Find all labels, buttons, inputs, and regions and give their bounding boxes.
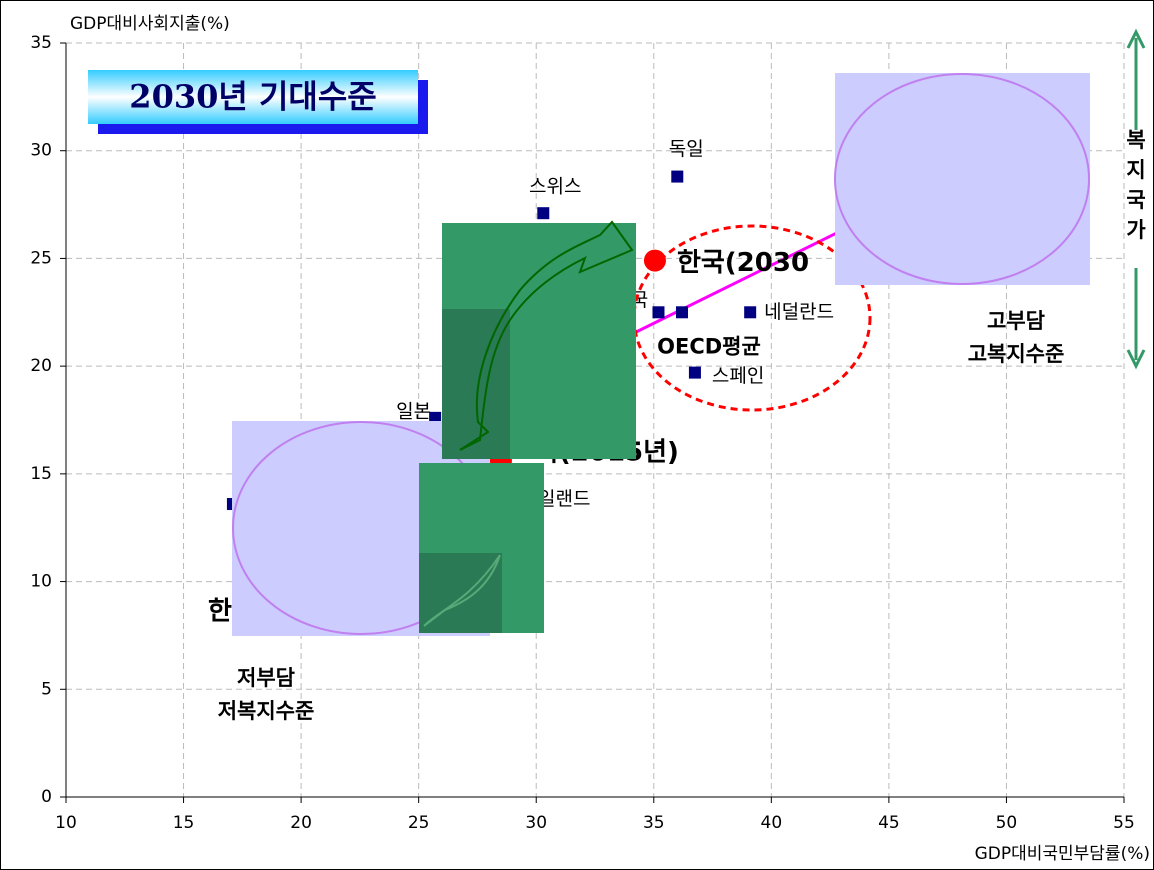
overlays: [232, 73, 1090, 636]
point-label: 일본: [396, 400, 431, 422]
point: [675, 306, 688, 319]
title: 2030년 기대수준: [129, 78, 376, 116]
point-label: 일랜드: [538, 488, 590, 510]
side-label: 가: [1126, 218, 1146, 242]
point: [671, 170, 684, 183]
overlay-box: [835, 73, 1090, 285]
x-tick-label: 30: [525, 813, 547, 833]
annotation: 고복지수준: [968, 342, 1065, 366]
point-label: 독일: [669, 138, 704, 160]
y-tick-label: 20: [30, 356, 52, 376]
y-tick-label: 25: [30, 248, 52, 268]
arrow-head: [1126, 349, 1146, 370]
overlay-arrow: [459, 220, 634, 451]
title-box: [88, 70, 418, 124]
point: [643, 249, 666, 272]
arrow-head: [1126, 28, 1146, 49]
x-tick-label: 10: [55, 813, 77, 833]
overlay-arrow: [423, 554, 501, 627]
x-tick-label: 45: [878, 813, 900, 833]
side-label: 지: [1126, 158, 1145, 182]
annotation: 저복지수준: [218, 699, 315, 723]
side-label: 복: [1126, 128, 1145, 152]
trend-line: [599, 229, 843, 352]
point: [429, 411, 442, 424]
x-tick-label: 40: [761, 813, 783, 833]
x-axis-label: GDP대비국민부담률(%): [975, 844, 1150, 864]
side-label: 국: [1126, 188, 1145, 212]
annotation: 한: [208, 597, 232, 627]
point: [744, 306, 757, 319]
side-indicator: 복 지 국 가: [1126, 28, 1146, 370]
x-tick-label: 25: [408, 813, 430, 833]
y-tick-label: 5: [41, 679, 52, 699]
plot: 10 15 20 25 30 35 40 45 50 55 0 5 10 15 20 25 30 35 독일스위스네…: [30, 33, 1134, 833]
overlay-ellipse: [834, 73, 1090, 285]
point-label: 스위스: [529, 176, 581, 198]
point-label: OECD평균: [657, 334, 761, 358]
point-label: 네덜란드: [764, 301, 834, 323]
x-tick-label: 35: [643, 813, 665, 833]
x-tick-label: 20: [290, 813, 312, 833]
x-tick-label: 55: [1113, 813, 1135, 833]
annotation: 저부담: [237, 666, 295, 690]
point: [652, 306, 665, 319]
x-tick-label: 50: [996, 813, 1018, 833]
annotation: 고부담: [987, 309, 1045, 333]
overlay-box: [442, 309, 510, 459]
y-axis-label: GDP대비사회지출(%): [70, 14, 230, 34]
point: [537, 207, 550, 220]
y-tick-label: 10: [30, 572, 52, 592]
y-tick-label: 30: [30, 141, 52, 161]
y-tick-label: 35: [30, 33, 52, 53]
point: [688, 366, 701, 379]
y-tick-label: 15: [30, 464, 52, 484]
x-tick-label: 15: [173, 813, 195, 833]
point-label: 스페인: [712, 365, 764, 387]
point-label: 한국(2030: [677, 248, 809, 278]
y-tick-label: 0: [41, 787, 52, 807]
